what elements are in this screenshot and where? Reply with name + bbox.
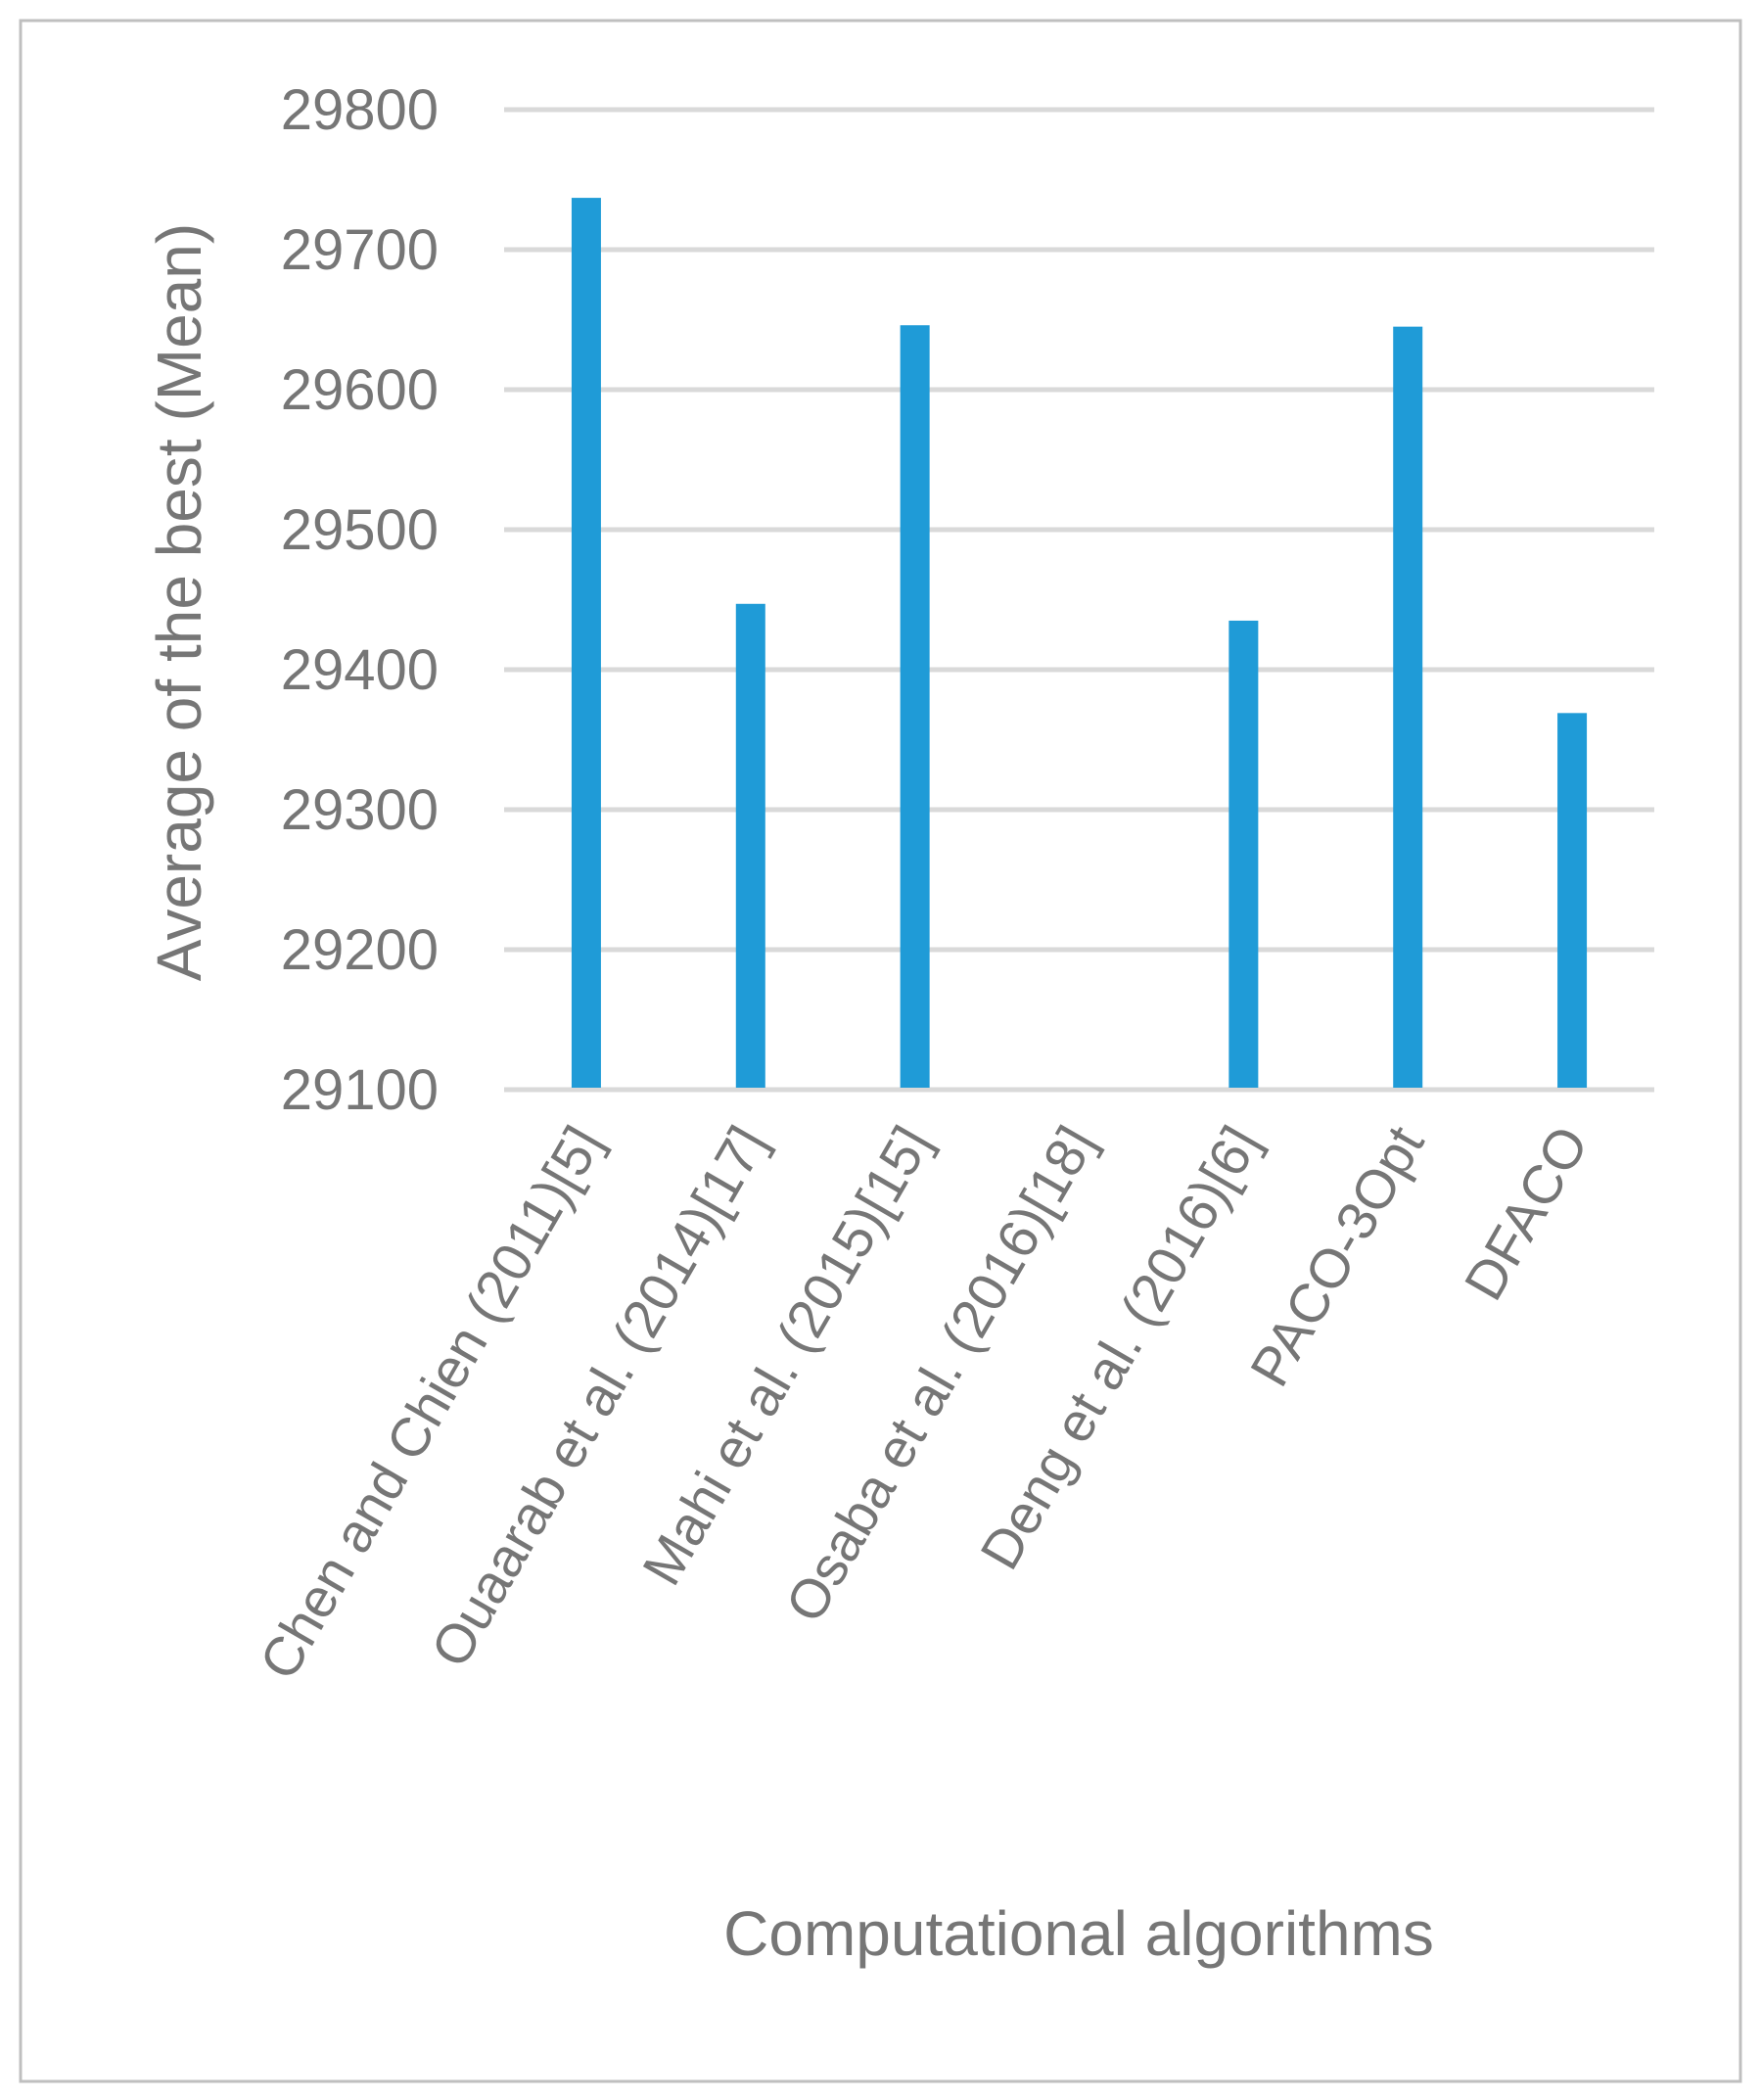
x-category-label: PACO-3Opt [1238,1115,1436,1396]
y-tick-label: 29500 [281,498,439,562]
bar [571,198,601,1089]
y-tick-label: 29800 [281,78,439,142]
x-axis-title: Computational algorithms [723,1898,1434,1969]
x-category-label: DFACO [1452,1116,1599,1311]
y-tick-label: 29700 [281,218,439,282]
y-tick-label: 29100 [281,1058,439,1122]
bars [571,198,1588,1089]
y-tick-label: 29300 [281,778,439,842]
gridlines [504,107,1654,1093]
y-tick-label: 29200 [281,918,439,982]
y-axis-title: Average of the best (Mean) [144,223,214,981]
bar [1557,713,1588,1088]
x-category-label: Osaba et al. (2016)[18] [773,1116,1107,1633]
y-tick-label: 29400 [281,638,439,702]
y-tick-label: 29600 [281,358,439,422]
bar [1393,326,1423,1088]
x-category-label: Ouaarab et al. (2014)[17] [419,1116,778,1677]
bar [900,325,930,1089]
y-axis-ticks: 29100 29200 29300 29400 29500 29600 29700 29800 [281,78,439,1122]
bar [1228,620,1259,1088]
chart-frame [19,19,1742,2083]
bar [735,603,765,1088]
x-category-label: Mahi et al. (2015)[15] [630,1116,943,1596]
x-axis-category-labels: Chen and Chien (2011)[5]Ouaarab et al. (… [248,1115,1600,1689]
